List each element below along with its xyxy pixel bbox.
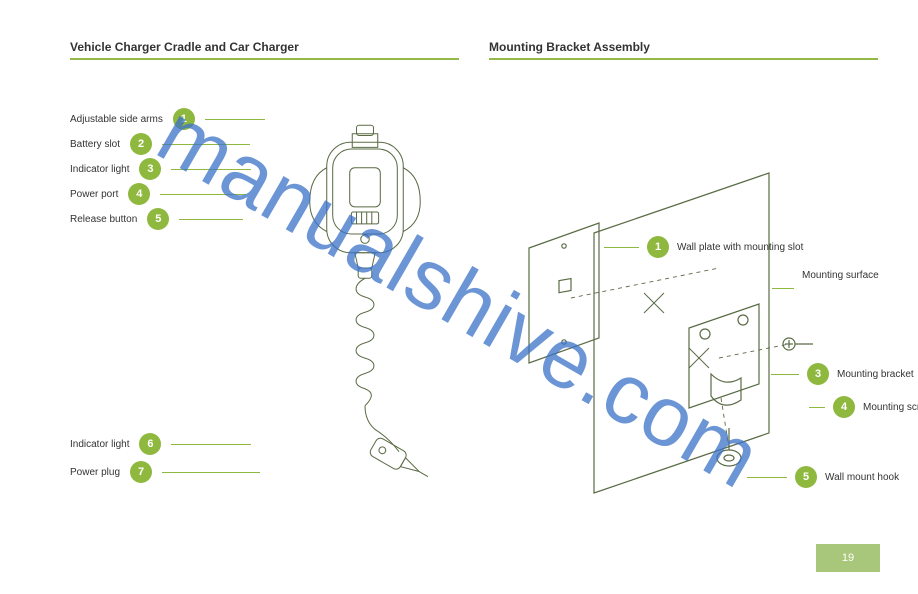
right-column: Mounting Bracket Assembly xyxy=(489,40,878,540)
label-row: Indicator light 3 xyxy=(70,158,300,180)
charger-diagram xyxy=(280,78,450,538)
label-text: Mounting surface xyxy=(802,270,879,281)
label-text: Battery slot xyxy=(70,139,120,150)
bullet-2: 2 xyxy=(130,133,152,155)
leader-line xyxy=(162,472,260,473)
label-row: Release button 5 xyxy=(70,208,300,230)
label-text: Indicator light xyxy=(70,164,129,175)
page-number: 19 xyxy=(816,544,880,572)
bullet-r4: 4 xyxy=(833,396,855,418)
label-text: Mounting bracket xyxy=(837,369,914,380)
bullet-r3: 3 xyxy=(807,363,829,385)
leader-line xyxy=(809,407,825,408)
label-text: Power plug xyxy=(70,467,120,478)
label-row: Indicator light 6 xyxy=(70,433,310,455)
two-column-layout: Vehicle Charger Cradle and Car Charger A… xyxy=(70,40,878,540)
label-row: Battery slot 2 xyxy=(70,133,300,155)
leader-line xyxy=(162,144,250,145)
label-text: Wall plate with mounting slot xyxy=(677,242,803,253)
bullet-r1: 1 xyxy=(647,236,669,258)
label-text: Adjustable side arms xyxy=(70,114,163,125)
label-text: Release button xyxy=(70,214,137,225)
leader-line xyxy=(604,247,639,248)
bullet-1: 1 xyxy=(173,108,195,130)
left-lower-labels: Indicator light 6 Power plug 7 xyxy=(70,433,310,489)
left-title: Vehicle Charger Cradle and Car Charger xyxy=(70,40,459,60)
label-text: Mounting screws xyxy=(863,402,918,413)
leader-line xyxy=(171,169,251,170)
label-text: Power port xyxy=(70,189,118,200)
bullet-3: 3 xyxy=(139,158,161,180)
leader-line xyxy=(179,219,243,220)
bullet-5: 5 xyxy=(147,208,169,230)
right-label-5: 5 Wall mount hook xyxy=(747,466,899,488)
label-row: Power plug 7 xyxy=(70,461,310,483)
right-label-3: 3 Mounting bracket xyxy=(771,363,914,385)
left-column: Vehicle Charger Cradle and Car Charger A… xyxy=(70,40,459,540)
leader-line xyxy=(771,374,799,375)
leader-line xyxy=(171,444,251,445)
bullet-6: 6 xyxy=(139,433,161,455)
bullet-4: 4 xyxy=(128,183,150,205)
leader-line xyxy=(205,119,265,120)
label-row: Adjustable side arms 1 xyxy=(70,108,300,130)
manual-page: Vehicle Charger Cradle and Car Charger A… xyxy=(0,0,918,594)
right-label-1: 1 Wall plate with mounting slot xyxy=(604,236,803,258)
leader-line xyxy=(772,288,794,289)
right-title: Mounting Bracket Assembly xyxy=(489,40,878,60)
label-text: Wall mount hook xyxy=(825,472,899,483)
label-text: Indicator light xyxy=(70,439,129,450)
bullet-r5: 5 xyxy=(795,466,817,488)
right-diagram-area: 1 Wall plate with mounting slot Mounting… xyxy=(489,78,878,578)
right-label-2: Mounting surface xyxy=(772,288,794,289)
label-row: Power port 4 xyxy=(70,183,300,205)
left-diagram-area: Adjustable side arms 1 Battery slot 2 In… xyxy=(70,78,459,578)
left-upper-labels: Adjustable side arms 1 Battery slot 2 In… xyxy=(70,108,300,233)
leader-line xyxy=(160,194,246,195)
right-label-4: 4 Mounting screws xyxy=(809,396,918,418)
leader-line xyxy=(747,477,787,478)
bullet-7: 7 xyxy=(130,461,152,483)
